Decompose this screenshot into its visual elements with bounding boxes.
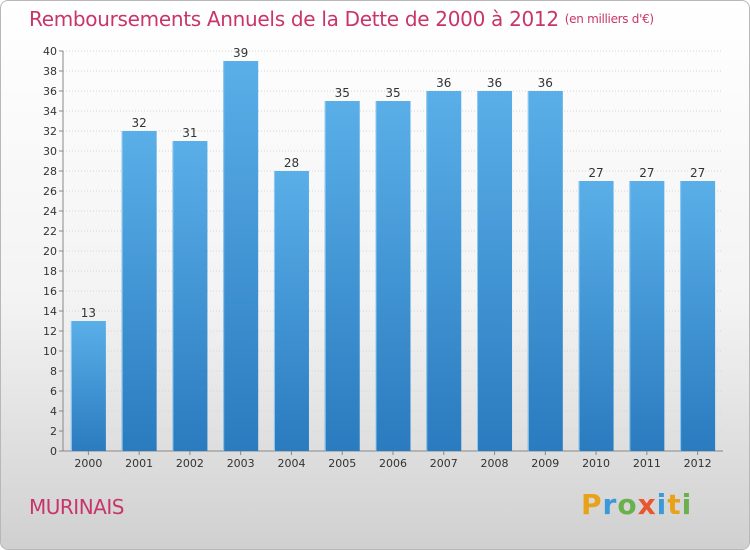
logo-letter: i bbox=[656, 488, 668, 521]
x-tick-label: 2003 bbox=[227, 457, 255, 470]
bar bbox=[426, 91, 462, 451]
y-tick-label: 22 bbox=[43, 225, 57, 238]
x-tick-label: 2007 bbox=[430, 457, 458, 470]
data-label: 31 bbox=[182, 126, 197, 140]
data-label: 36 bbox=[487, 76, 502, 90]
bar bbox=[629, 181, 665, 451]
y-tick-label: 36 bbox=[43, 85, 57, 98]
y-tick-label: 16 bbox=[43, 285, 57, 298]
data-label: 32 bbox=[132, 116, 147, 130]
y-tick-label: 18 bbox=[43, 265, 57, 278]
bar bbox=[477, 91, 513, 451]
y-tick-label: 26 bbox=[43, 185, 57, 198]
bar bbox=[527, 91, 563, 451]
y-tick-label: 4 bbox=[50, 405, 57, 418]
proxiti-logo[interactable]: Proxiti bbox=[581, 488, 692, 521]
logo-letter: r bbox=[602, 488, 618, 521]
y-tick-label: 24 bbox=[43, 205, 57, 218]
data-label: 27 bbox=[690, 166, 705, 180]
x-tick-label: 2000 bbox=[74, 457, 102, 470]
y-tick-label: 8 bbox=[50, 365, 57, 378]
x-tick-label: 2001 bbox=[125, 457, 153, 470]
bar bbox=[172, 141, 208, 451]
x-tick-label: 2010 bbox=[582, 457, 610, 470]
x-tick-label: 2006 bbox=[379, 457, 407, 470]
data-label: 35 bbox=[385, 86, 400, 100]
y-tick-label: 34 bbox=[43, 105, 57, 118]
y-tick-label: 32 bbox=[43, 125, 57, 138]
data-label: 36 bbox=[436, 76, 451, 90]
x-tick-label: 2009 bbox=[531, 457, 559, 470]
y-tick-label: 40 bbox=[43, 45, 57, 58]
x-tick-label: 2004 bbox=[277, 457, 305, 470]
data-label: 39 bbox=[233, 46, 248, 60]
x-tick-label: 2005 bbox=[328, 457, 356, 470]
logo-letter: P bbox=[581, 488, 603, 521]
bar bbox=[273, 171, 309, 451]
logo-letter: x bbox=[637, 488, 657, 521]
data-label: 28 bbox=[284, 156, 299, 170]
x-tick-label: 2012 bbox=[684, 457, 712, 470]
data-label: 27 bbox=[639, 166, 654, 180]
y-tick-label: 28 bbox=[43, 165, 57, 178]
chart-title: Remboursements Annuels de la Dette de 20… bbox=[29, 7, 654, 31]
y-tick-label: 14 bbox=[43, 305, 57, 318]
x-tick-label: 2011 bbox=[633, 457, 661, 470]
y-tick-label: 30 bbox=[43, 145, 57, 158]
logo-letter: o bbox=[617, 488, 638, 521]
x-tick-label: 2008 bbox=[481, 457, 509, 470]
data-label: 27 bbox=[588, 166, 603, 180]
logo-letter: t bbox=[667, 488, 682, 521]
bar bbox=[324, 101, 360, 451]
y-tick-label: 12 bbox=[43, 325, 57, 338]
data-label: 35 bbox=[335, 86, 350, 100]
y-tick-label: 38 bbox=[43, 65, 57, 78]
x-tick-label: 2002 bbox=[176, 457, 204, 470]
bar bbox=[223, 61, 259, 451]
city-name: MURINAIS bbox=[29, 495, 124, 519]
bar bbox=[375, 101, 411, 451]
y-tick-label: 6 bbox=[50, 385, 57, 398]
chart-title-unit: (en milliers d'€) bbox=[564, 12, 654, 26]
data-label: 13 bbox=[81, 306, 96, 320]
bar bbox=[680, 181, 716, 451]
bar bbox=[121, 131, 157, 451]
y-tick-label: 10 bbox=[43, 345, 57, 358]
bar bbox=[70, 321, 106, 451]
bar bbox=[578, 181, 614, 451]
chart-title-main: Remboursements Annuels de la Dette de 20… bbox=[29, 7, 559, 31]
y-tick-label: 2 bbox=[50, 425, 57, 438]
y-tick-label: 20 bbox=[43, 245, 57, 258]
y-tick-label: 0 bbox=[50, 445, 57, 458]
data-label: 36 bbox=[538, 76, 553, 90]
logo-letter: i bbox=[681, 488, 693, 521]
